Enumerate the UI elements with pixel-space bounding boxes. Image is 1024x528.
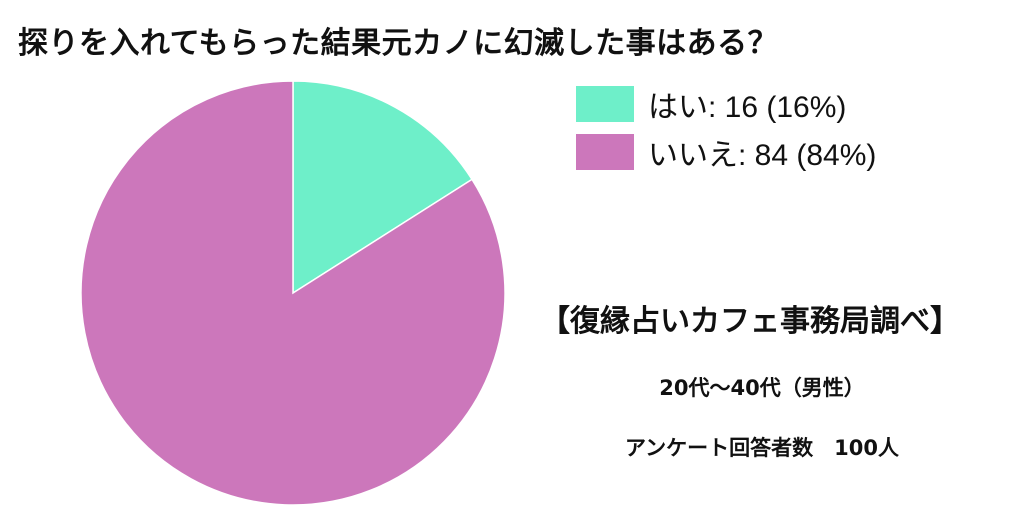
age-group-note: 20代〜40代（男性） [659,376,865,400]
legend-swatch-yes [576,86,634,122]
source-caption: 【復縁占いカフェ事務局調べ】 [540,304,960,339]
legend-item-yes: はい: 16 (16%) [576,84,876,124]
legend: はい: 16 (16%) いいえ: 84 (84%) [576,84,876,180]
pie-slice-yes [292,80,474,295]
legend-swatch-no [576,134,634,170]
respondent-count-note: アンケート回答者数 100人 [625,436,899,460]
legend-item-no: いいえ: 84 (84%) [576,132,876,172]
legend-label-no: いいえ: 84 (84%) [648,139,877,172]
pie-slice-no [80,80,506,506]
chart-title: 探りを入れてもらった結果元カノに幻滅した事はある？ [18,26,779,61]
legend-label-yes: はい: 16 (16%) [648,91,847,124]
